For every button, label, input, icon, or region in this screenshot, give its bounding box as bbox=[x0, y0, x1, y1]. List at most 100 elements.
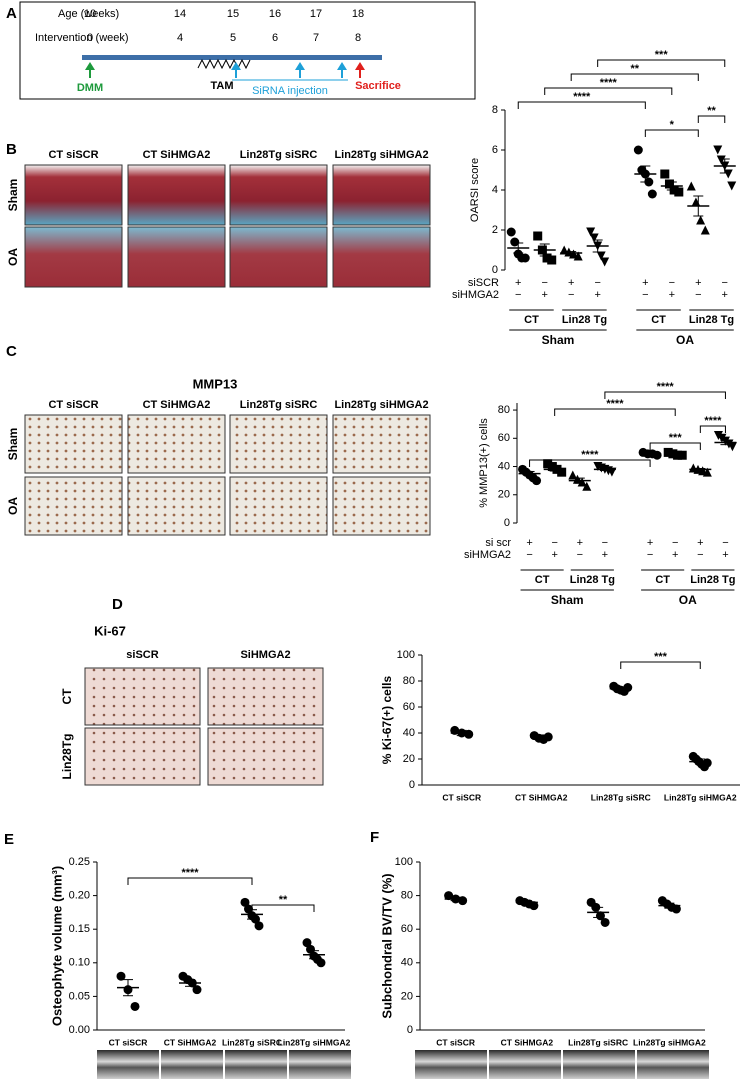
histology-image bbox=[207, 667, 324, 726]
y-tick-label: 6 bbox=[492, 144, 498, 156]
design-sign: + bbox=[695, 277, 701, 289]
data-point bbox=[600, 917, 610, 927]
histology-image bbox=[332, 164, 431, 226]
data-point bbox=[533, 231, 543, 241]
significance-label: **** bbox=[606, 398, 624, 410]
data-point bbox=[702, 467, 712, 477]
design-sign: − bbox=[722, 277, 728, 289]
data-point bbox=[542, 253, 552, 263]
histology-image bbox=[127, 414, 226, 474]
data-point bbox=[510, 237, 520, 247]
microct-image bbox=[563, 1050, 635, 1079]
x-tick-label: CT SiHMGA2 bbox=[164, 1037, 217, 1047]
x-tick-label: CT siSCR bbox=[436, 1037, 475, 1047]
data-point bbox=[543, 459, 553, 469]
histology-image bbox=[84, 727, 201, 786]
significance-bracket bbox=[127, 877, 253, 885]
genotype-label: Lin28 Tg bbox=[570, 574, 615, 586]
x-tick-label: CT siSCR bbox=[442, 792, 481, 802]
significance-bracket bbox=[544, 87, 673, 95]
data-point bbox=[691, 197, 701, 207]
significance-bracket bbox=[597, 59, 726, 67]
age-label: 17 bbox=[310, 8, 322, 20]
data-point bbox=[600, 257, 610, 267]
condition-label: OA bbox=[679, 593, 697, 607]
data-point bbox=[520, 253, 530, 263]
x-tick-label: Lin28Tg siHMGA2 bbox=[664, 792, 737, 802]
y-tick-label: 0 bbox=[409, 779, 415, 791]
design-sign: + bbox=[647, 537, 653, 549]
significance-label: ** bbox=[630, 63, 639, 75]
data-point bbox=[532, 476, 542, 486]
histology-image bbox=[229, 476, 328, 536]
panel-letter: D bbox=[112, 596, 123, 613]
week-label: 7 bbox=[313, 32, 319, 44]
design-sign: + bbox=[568, 277, 574, 289]
design-sign: − bbox=[541, 277, 547, 289]
design-sign: + bbox=[722, 549, 728, 561]
design-sign: + bbox=[697, 537, 703, 549]
significance-bracket bbox=[251, 904, 315, 912]
data-point bbox=[557, 467, 567, 477]
data-point bbox=[192, 985, 202, 995]
significance-label: * bbox=[670, 119, 675, 131]
data-point bbox=[674, 187, 684, 197]
data-point bbox=[633, 145, 643, 155]
microct-image bbox=[489, 1050, 561, 1079]
x-tick-label: Lin28Tg siSRC bbox=[568, 1037, 628, 1047]
significance-bracket bbox=[529, 459, 651, 467]
row-label: OA bbox=[6, 248, 20, 266]
data-point bbox=[244, 904, 253, 914]
column-header: SiHMGA2 bbox=[240, 649, 290, 661]
panel-title: MMP13 bbox=[193, 376, 238, 391]
y-tick-label: 2 bbox=[492, 224, 498, 236]
timeline-label: Intervention (week) bbox=[35, 32, 129, 44]
microct-image bbox=[225, 1050, 287, 1079]
design-sign: + bbox=[722, 289, 728, 301]
y-tick-label: 40 bbox=[401, 957, 413, 969]
data-point bbox=[723, 169, 733, 179]
y-tick-label: 60 bbox=[401, 923, 413, 935]
data-point bbox=[302, 938, 312, 948]
histology-image bbox=[24, 164, 123, 226]
age-label: 16 bbox=[269, 8, 281, 20]
column-header: CT siSCR bbox=[48, 399, 98, 411]
y-tick-label: 20 bbox=[403, 753, 415, 765]
data-point bbox=[700, 225, 710, 235]
column-header: siSCR bbox=[126, 649, 158, 661]
significance-label: *** bbox=[669, 432, 683, 444]
y-axis-label: Osteophyte volume (mm³) bbox=[49, 866, 64, 1026]
significance-bracket bbox=[570, 73, 699, 81]
significance-label: **** bbox=[704, 415, 722, 427]
data-point bbox=[116, 971, 126, 981]
event-label: DMM bbox=[77, 82, 103, 94]
arrow-head bbox=[295, 62, 305, 70]
panel-title: Ki-67 bbox=[94, 623, 126, 638]
y-axis-label: % Ki-67(+) cells bbox=[380, 675, 394, 764]
age-label: 10 bbox=[84, 8, 96, 20]
data-point bbox=[713, 145, 723, 155]
data-point bbox=[586, 227, 596, 237]
design-sign: − bbox=[647, 549, 653, 561]
y-tick-label: 0.05 bbox=[69, 990, 90, 1002]
arrow-head bbox=[231, 62, 241, 70]
data-point bbox=[529, 901, 539, 911]
y-tick-label: 0 bbox=[504, 517, 510, 529]
y-tick-label: 0.00 bbox=[69, 1024, 90, 1036]
column-header: Lin28Tg siSRC bbox=[240, 399, 318, 411]
histology-image bbox=[229, 164, 328, 226]
y-tick-label: 20 bbox=[401, 990, 413, 1002]
tam-marks bbox=[197, 58, 251, 70]
condition-label: OA bbox=[676, 333, 694, 347]
x-tick-label: Lin28Tg siSRC bbox=[222, 1037, 282, 1047]
microct-image bbox=[97, 1050, 159, 1079]
data-point bbox=[673, 450, 683, 460]
design-sign: − bbox=[697, 549, 703, 561]
event-label: TAM bbox=[210, 80, 233, 92]
design-sign: + bbox=[642, 277, 648, 289]
design-sign: − bbox=[515, 289, 521, 301]
design-sign: + bbox=[526, 537, 532, 549]
data-point bbox=[316, 958, 326, 968]
data-point bbox=[664, 179, 674, 189]
data-point bbox=[582, 481, 592, 491]
